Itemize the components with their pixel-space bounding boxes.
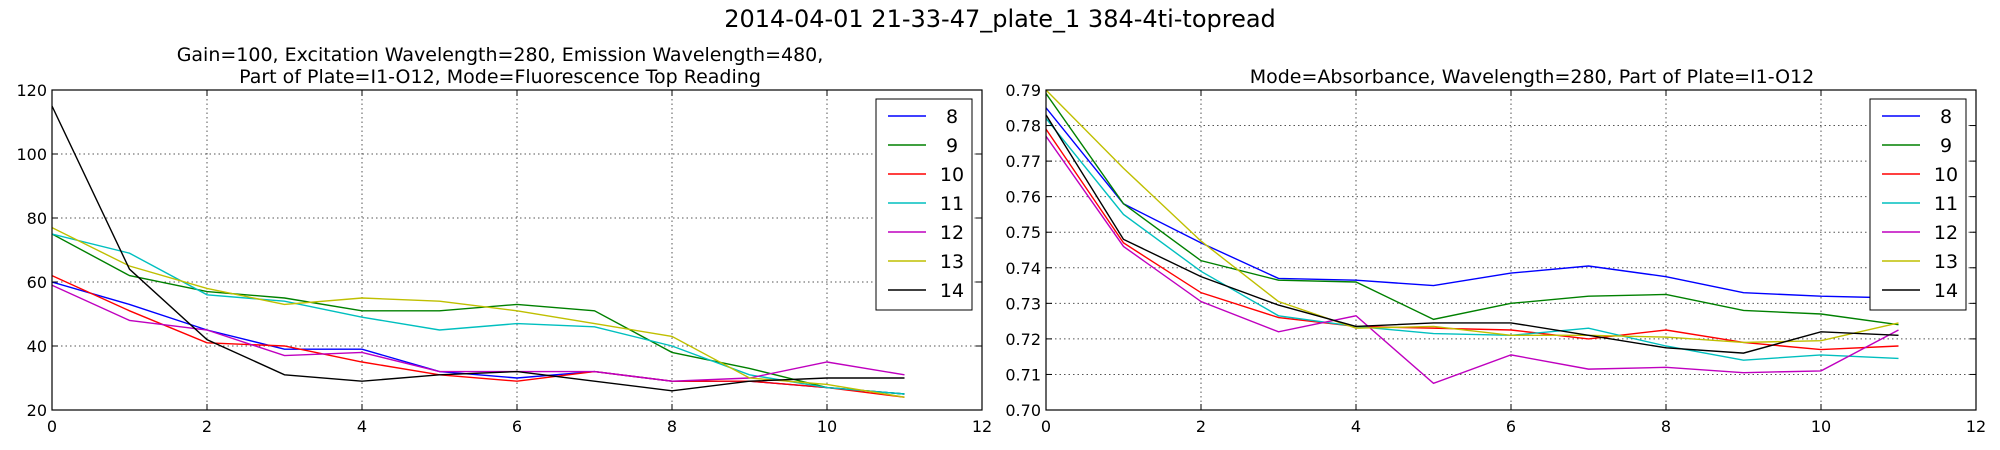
absorbance-ytick-label: 0.74 xyxy=(1005,259,1041,278)
fluorescence-ytick-label: 60 xyxy=(27,273,47,292)
fluorescence-legend-label-13: 13 xyxy=(940,251,964,273)
fluorescence-xtick-label: 0 xyxy=(47,417,57,436)
fluorescence-legend-label-8: 8 xyxy=(946,106,958,128)
absorbance-series-line-13 xyxy=(1046,90,1899,344)
absorbance-ytick-label: 0.79 xyxy=(1005,81,1041,100)
fluorescence-ytick-label: 40 xyxy=(27,337,47,356)
absorbance-legend-label-10: 10 xyxy=(1934,164,1958,186)
fluorescence-chart-title-line1: Gain=100, Excitation Wavelength=280, Emi… xyxy=(177,44,824,66)
absorbance-xtick-label: 0 xyxy=(1041,417,1051,436)
fluorescence-xtick-label: 2 xyxy=(202,417,212,436)
fluorescence-plot-area: 0 2 4 6 8 10 12 20 40 60 80 100 120 8 9 10 11 12 13 14 xyxy=(16,81,992,436)
absorbance-legend-label-13: 13 xyxy=(1934,251,1958,273)
fluorescence-chart-title-line2: Part of Plate=I1-O12, Mode=Fluorescence … xyxy=(239,66,761,88)
absorbance-ytick-label: 0.76 xyxy=(1005,188,1041,207)
fluorescence-series-line-9 xyxy=(52,233,905,395)
absorbance-legend-label-9: 9 xyxy=(1940,135,1952,157)
fluorescence-xtick-label: 10 xyxy=(817,417,837,436)
fluorescence-ytick-label: 120 xyxy=(16,81,47,100)
fluorescence-legend-label-9: 9 xyxy=(946,135,958,157)
fluorescence-xtick-label: 6 xyxy=(512,417,522,436)
absorbance-legend-label-8: 8 xyxy=(1940,106,1952,128)
absorbance-legend xyxy=(1869,98,1967,311)
fluorescence-series-line-10 xyxy=(52,274,905,398)
absorbance-plot-area: 0 2 4 6 8 10 12 0.70 0.71 0.72 0.73 0.74 0.75 0.76 0.7… xyxy=(1005,81,1986,436)
fluorescence-ytick-label: 20 xyxy=(27,401,47,420)
absorbance-series-line-11 xyxy=(1046,118,1899,361)
fluorescence-xtick-label: 12 xyxy=(972,417,992,436)
figure-suptitle: 2014-04-01 21-33-47_plate_1 384-4ti-topr… xyxy=(724,5,1276,33)
fluorescence-xtick-label: 8 xyxy=(667,417,677,436)
absorbance-xtick-label: 2 xyxy=(1196,417,1206,436)
fluorescence-series-line-11 xyxy=(52,233,905,395)
absorbance-ytick-label: 0.78 xyxy=(1005,117,1041,136)
absorbance-xtick-label: 12 xyxy=(1966,417,1986,436)
absorbance-ytick-label: 0.77 xyxy=(1005,152,1041,171)
fluorescence-legend-label-10: 10 xyxy=(940,164,964,186)
absorbance-legend-label-12: 12 xyxy=(1934,222,1958,244)
fluorescence-ytick-label: 100 xyxy=(16,145,47,164)
absorbance-chart: Mode=Absorbance, Wavelength=280, Part of… xyxy=(1005,66,1986,436)
absorbance-xtick-label: 10 xyxy=(1811,417,1831,436)
absorbance-xtick-label: 6 xyxy=(1506,417,1516,436)
absorbance-ytick-label: 0.73 xyxy=(1005,294,1041,313)
absorbance-ytick-label: 0.71 xyxy=(1005,365,1041,384)
absorbance-ytick-label: 0.75 xyxy=(1005,223,1041,242)
fluorescence-legend-label-14: 14 xyxy=(940,280,964,302)
fluorescence-ytick-label: 80 xyxy=(27,209,47,228)
fluorescence-series-line-14 xyxy=(52,105,905,392)
absorbance-series-line-12 xyxy=(1046,135,1899,385)
absorbance-xtick-label: 8 xyxy=(1661,417,1671,436)
absorbance-series-line-14 xyxy=(1046,114,1899,354)
absorbance-series-line-8 xyxy=(1046,107,1899,299)
absorbance-series-line-10 xyxy=(1046,128,1899,351)
absorbance-xtick-label: 4 xyxy=(1351,417,1361,436)
absorbance-ytick-label: 0.72 xyxy=(1005,330,1041,349)
absorbance-series-line-9 xyxy=(1046,93,1899,326)
absorbance-ytick-label: 0.70 xyxy=(1005,401,1041,420)
fluorescence-legend xyxy=(875,98,973,311)
fluorescence-legend-label-11: 11 xyxy=(940,193,964,215)
fluorescence-legend-label-12: 12 xyxy=(940,222,964,244)
fluorescence-xtick-label: 4 xyxy=(357,417,367,436)
fluorescence-series-line-13 xyxy=(52,226,905,398)
fluorescence-chart: Gain=100, Excitation Wavelength=280, Emi… xyxy=(16,44,992,436)
absorbance-chart-title: Mode=Absorbance, Wavelength=280, Part of… xyxy=(1250,66,1815,88)
absorbance-legend-label-11: 11 xyxy=(1934,193,1958,215)
absorbance-legend-label-14: 14 xyxy=(1934,280,1958,302)
